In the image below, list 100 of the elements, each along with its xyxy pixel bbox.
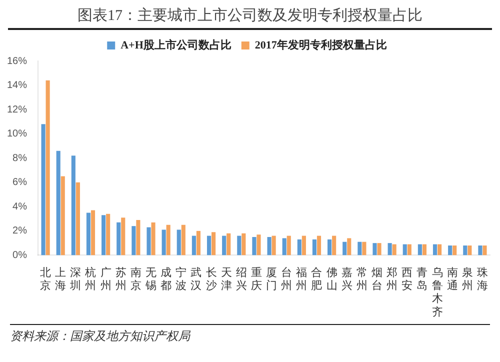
- x-tick-label: 珠海: [476, 266, 488, 292]
- x-tick-label: 厦门: [266, 266, 278, 292]
- bar: [282, 238, 286, 256]
- bar: [41, 124, 46, 256]
- x-tick-label: 杭州: [84, 266, 96, 292]
- legend-label: A+H股上市公司数占比: [120, 38, 232, 52]
- bar: [392, 244, 396, 256]
- x-tick-label: 郑州: [386, 266, 398, 292]
- x-tick-label: 深圳: [69, 266, 82, 292]
- bar: [46, 80, 50, 256]
- x-tick-label: 青岛: [416, 266, 428, 292]
- x-tick-label: 台州: [281, 266, 292, 292]
- bar: [106, 214, 110, 256]
- bar: [90, 210, 96, 256]
- bar: [468, 245, 472, 256]
- x-tick-label: 成都: [160, 266, 172, 292]
- bar: [256, 234, 261, 256]
- bar: [192, 236, 196, 256]
- bar: [212, 232, 216, 256]
- bar: [226, 233, 231, 256]
- bar: [328, 239, 332, 256]
- bar: [196, 230, 201, 256]
- y-tick-label: 4%: [12, 201, 28, 212]
- bar: [362, 242, 366, 256]
- bar: [332, 236, 336, 256]
- x-tick-label: 天津: [220, 266, 232, 292]
- bar: [297, 239, 302, 256]
- bar: [252, 236, 256, 256]
- x-tick-label: 长沙: [206, 266, 217, 292]
- y-tick-label: 12%: [7, 104, 28, 116]
- bar: [116, 222, 121, 256]
- bar: [316, 236, 322, 256]
- x-tick-label: 北京: [40, 266, 52, 292]
- bar: [302, 236, 306, 256]
- bar: [121, 218, 126, 256]
- bar: [418, 244, 422, 256]
- bar: [136, 220, 140, 256]
- bar: [272, 236, 276, 256]
- bar: [146, 227, 151, 256]
- bar: [377, 243, 382, 256]
- bar: [162, 230, 166, 256]
- y-tick-label: 16%: [7, 56, 28, 67]
- y-tick-label: 0%: [12, 250, 28, 261]
- bar: [76, 182, 80, 256]
- y-tick-label: 8%: [12, 152, 28, 164]
- y-tick-label: 14%: [7, 80, 28, 92]
- bar: [222, 236, 226, 256]
- x-tick-label: 合肥: [311, 266, 322, 292]
- y-tick-label: 6%: [12, 177, 28, 188]
- x-tick-label: 嘉兴: [341, 266, 352, 292]
- bar: [132, 226, 136, 256]
- bar: [176, 230, 181, 256]
- x-tick-label: 佛山: [326, 266, 338, 292]
- bar: [407, 244, 412, 256]
- x-tick-label: 上海: [55, 266, 66, 292]
- bar: [478, 245, 482, 256]
- x-tick-label: 苏州: [115, 266, 126, 292]
- y-tick-label: 10%: [7, 128, 28, 140]
- bar: [437, 244, 442, 256]
- text: 资料来源：国家及地方知识产权局: [10, 324, 490, 345]
- bar: [482, 245, 487, 256]
- bar: [102, 215, 106, 256]
- bar: [267, 236, 272, 256]
- bar: [422, 244, 426, 256]
- bar: [71, 156, 76, 256]
- bar: [237, 236, 242, 256]
- bar: [432, 244, 438, 256]
- bar: [166, 224, 170, 256]
- bar: [358, 242, 362, 256]
- bar: [448, 245, 452, 256]
- bar: [286, 236, 291, 256]
- x-tick-label: 广州: [100, 266, 112, 292]
- bar: [402, 244, 407, 256]
- x-tick-label: 宁波: [176, 266, 187, 292]
- bar: [56, 150, 60, 256]
- x-tick-label: 绍兴: [236, 266, 247, 292]
- x-tick-label: 南京: [130, 266, 142, 292]
- bar: [151, 222, 156, 256]
- y-tick-label: 2%: [12, 226, 28, 237]
- bar: [452, 245, 457, 256]
- bar: [60, 176, 65, 256]
- bar: [342, 242, 347, 256]
- x-tick-label: 福州: [296, 266, 308, 292]
- x-tick-label: 重庆: [250, 266, 262, 292]
- bar: [206, 236, 212, 256]
- x-tick-label: 常州: [356, 266, 368, 292]
- x-tick-label: 武汉: [190, 266, 202, 292]
- bar: [463, 245, 468, 256]
- x-tick-label: 烟台: [372, 266, 383, 292]
- legend-label: 2017年发明专利授权量占比: [254, 38, 387, 52]
- bar: [242, 233, 246, 256]
- x-tick-label: 乌鲁木齐: [432, 266, 443, 318]
- x-tick-label: 泉州: [462, 266, 473, 292]
- bar: [347, 238, 352, 256]
- bar: [181, 224, 186, 256]
- chart-title: 图表17：主要城市上市公司数及发明专利授权量占比: [8, 4, 492, 30]
- x-tick-label: 南通: [446, 266, 458, 292]
- bar: [388, 243, 392, 256]
- bar: [312, 239, 317, 256]
- x-tick-label: 无锡: [144, 266, 157, 292]
